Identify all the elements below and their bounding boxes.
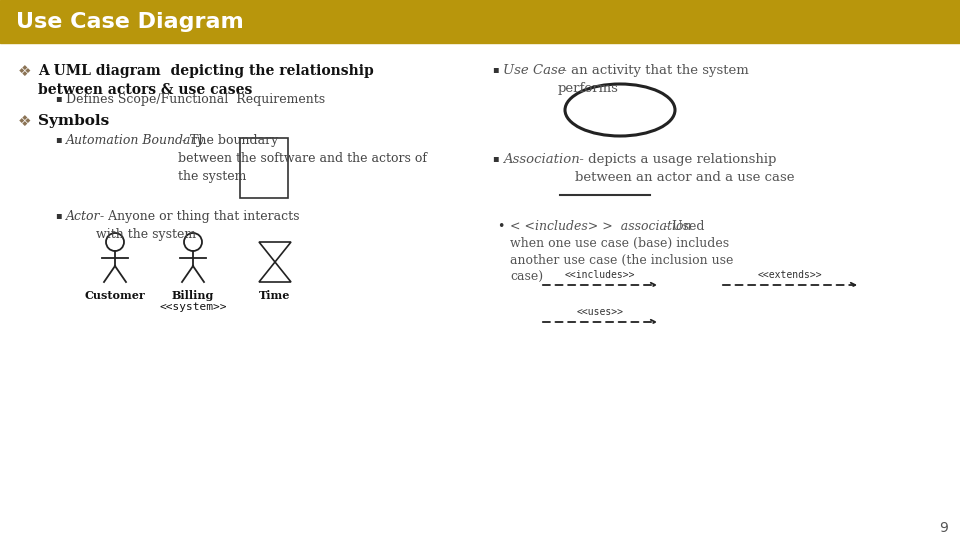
Text: •: • (497, 220, 504, 233)
Text: Billing: Billing (172, 290, 214, 301)
Text: case): case) (510, 271, 543, 284)
Bar (240, 138, 288, 198)
Text: A UML diagram  depicting the relationship
between actors & use cases: A UML diagram depicting the relationship… (38, 64, 373, 98)
Text: Customer: Customer (84, 290, 145, 301)
Text: Association: Association (503, 153, 580, 166)
Text: <<system>>: <<system>> (159, 302, 227, 312)
Text: 9: 9 (939, 521, 948, 535)
Text: - Used: - Used (660, 220, 705, 233)
Text: ▪: ▪ (55, 210, 61, 220)
Text: ▪: ▪ (55, 93, 61, 103)
Text: - The boundary
between the software and the actors of
the system: - The boundary between the software and … (178, 134, 427, 183)
Text: ❖: ❖ (18, 114, 32, 129)
Text: <<includes>>: <<includes>> (564, 270, 636, 280)
Text: Automation Boundary: Automation Boundary (66, 134, 204, 147)
Text: Defines Scope/Functional  Requirements: Defines Scope/Functional Requirements (66, 93, 325, 106)
Text: ❖: ❖ (18, 64, 32, 79)
Text: - Anyone or thing that interacts
with the system: - Anyone or thing that interacts with th… (96, 210, 300, 241)
Text: ▪: ▪ (55, 134, 61, 144)
Text: ▪: ▪ (492, 64, 498, 74)
Text: Time: Time (259, 290, 291, 301)
Text: ▪: ▪ (492, 153, 498, 163)
Text: Use Case: Use Case (503, 64, 565, 77)
Text: - depicts a usage relationship
between an actor and a use case: - depicts a usage relationship between a… (575, 153, 795, 184)
Text: <<extends>>: <<extends>> (757, 270, 823, 280)
Text: Actor: Actor (66, 210, 101, 223)
Text: another use case (the inclusion use: another use case (the inclusion use (510, 254, 733, 267)
Text: - an activity that the system
performs: - an activity that the system performs (558, 64, 749, 95)
Text: <<uses>>: <<uses>> (577, 307, 623, 317)
Text: Symbols: Symbols (38, 114, 109, 128)
Text: Use Case Diagram: Use Case Diagram (16, 12, 244, 32)
Text: when one use case (base) includes: when one use case (base) includes (510, 237, 730, 250)
Bar (0, 0, 960, 43)
Text: < <includes> >  association: < <includes> > association (510, 220, 691, 233)
